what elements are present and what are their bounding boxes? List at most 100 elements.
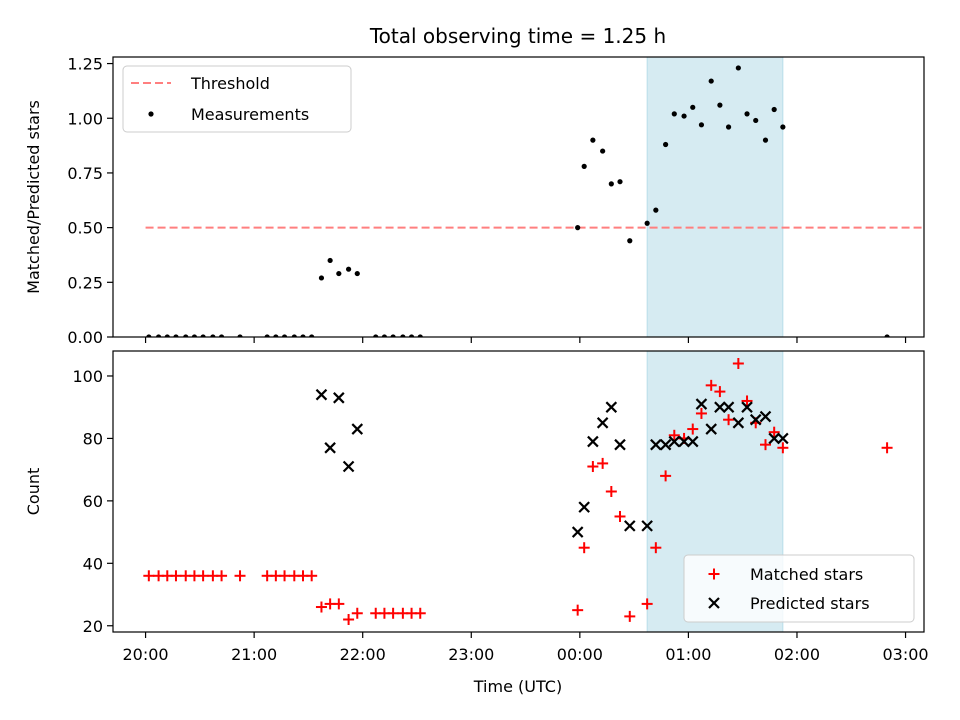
measurement-point xyxy=(300,334,306,337)
measurement-point xyxy=(698,122,705,128)
measurement-point xyxy=(291,334,297,337)
measurement-point xyxy=(381,334,388,337)
predicted-point xyxy=(714,401,726,413)
predicted-point xyxy=(741,401,753,413)
predicted-point xyxy=(759,410,772,423)
legend: Matched stars Predicted stars xyxy=(683,554,915,623)
plot-area xyxy=(143,357,893,626)
legend-matched-label: Matched stars xyxy=(750,565,863,584)
plot-area xyxy=(145,65,924,337)
matched-point xyxy=(668,429,680,441)
matched-point xyxy=(624,610,636,622)
matched-point xyxy=(687,423,699,435)
predicted-point-b xyxy=(641,520,653,532)
measurement-point xyxy=(617,179,623,185)
measurement-point xyxy=(735,65,741,71)
predicted-point xyxy=(722,401,735,413)
x-tick-label: 20:00 xyxy=(123,645,169,664)
y-tick-label: 1.00 xyxy=(67,109,103,128)
predicted-point xyxy=(678,435,690,448)
predicted-point-b xyxy=(605,401,618,413)
measurement-point xyxy=(309,334,315,337)
measurement-point xyxy=(173,334,179,337)
matched-point xyxy=(315,601,327,613)
predicted-point-b xyxy=(571,526,584,538)
matched-point xyxy=(741,395,753,407)
predicted-point-b xyxy=(659,438,672,451)
measurement-point xyxy=(408,334,415,337)
measurement-point xyxy=(210,334,216,337)
matched-point xyxy=(170,570,182,582)
y-tick-label: 40 xyxy=(83,554,103,573)
matched-point xyxy=(578,542,590,554)
y-tick-label: 1.25 xyxy=(67,55,103,74)
matched-point xyxy=(881,442,893,454)
measurement-point xyxy=(884,334,890,337)
y-tick-label: 100 xyxy=(72,367,103,386)
matched-point xyxy=(777,442,789,454)
predicted-point-b xyxy=(714,401,726,413)
matched-point xyxy=(351,607,363,619)
measurement-point xyxy=(717,102,723,108)
predicted-point-b xyxy=(722,401,735,413)
matched-point xyxy=(234,570,246,582)
legend-threshold-label: Threshold xyxy=(190,74,270,93)
y-tick-label: 0.50 xyxy=(67,219,103,238)
predicted-point-b xyxy=(342,460,355,473)
chart-title: Total observing time = 1.25 h xyxy=(369,24,666,48)
predicted-point-b xyxy=(578,501,590,513)
measurement-point xyxy=(753,117,759,124)
measurement-point xyxy=(608,181,614,187)
series-predicted-stars xyxy=(315,388,789,538)
measurement-point xyxy=(671,111,677,117)
x-tick-label: 23:00 xyxy=(448,645,494,664)
predicted-point xyxy=(749,413,762,426)
panel-ratio: 0.00 0.25 0.50 0.75 1.00 1.25 Matched/Predicte… xyxy=(24,55,925,347)
matched-point xyxy=(587,461,599,473)
measurement-point xyxy=(627,238,633,244)
predicted-point xyxy=(614,438,626,451)
matched-point xyxy=(732,357,744,369)
matched-point xyxy=(197,570,209,582)
legend-box xyxy=(122,65,352,133)
measurement-point xyxy=(744,111,750,117)
y-tick-label: 80 xyxy=(83,429,103,448)
predicted-point-b xyxy=(650,438,662,451)
measurement-point xyxy=(681,113,687,119)
x-axis-label: Time (UTC) xyxy=(473,677,562,696)
predicted-point-b xyxy=(668,435,681,448)
predicted-point-b xyxy=(732,417,745,429)
predicted-point xyxy=(578,501,590,513)
measurement-point xyxy=(600,148,606,154)
predicted-point xyxy=(659,438,672,451)
x-tick-label: 03:00 xyxy=(882,645,928,664)
predicted-point xyxy=(695,398,708,410)
measurement-point xyxy=(345,266,352,272)
predicted-point xyxy=(624,520,636,532)
predicted-point xyxy=(324,442,336,454)
y-tick-label: 0.75 xyxy=(67,164,103,183)
x-tick-label: 02:00 xyxy=(774,645,820,664)
predicted-point-b xyxy=(587,435,599,448)
legend-measurement-swatch xyxy=(148,111,154,117)
matched-point xyxy=(343,614,355,626)
matched-point xyxy=(216,570,228,582)
predicted-point-b xyxy=(749,413,762,426)
predicted-point-b xyxy=(624,520,636,532)
predicted-point-b xyxy=(351,423,364,435)
axes-frame xyxy=(112,56,925,338)
measurement-point xyxy=(273,334,279,337)
predicted-point-b xyxy=(777,432,789,445)
axes-frame xyxy=(112,350,925,633)
legend-box xyxy=(683,554,915,623)
measurement-point xyxy=(354,270,360,277)
predicted-point xyxy=(768,432,780,445)
matched-point xyxy=(714,386,726,398)
panel-count: 20 40 60 80 100 20:00 21:00 22:00 23:00 00:00 01:0… xyxy=(24,350,929,664)
measurement-point xyxy=(663,141,669,148)
matched-point xyxy=(650,542,662,554)
matched-point xyxy=(768,426,780,438)
predicted-point-b xyxy=(678,435,690,448)
matched-point xyxy=(279,570,291,582)
